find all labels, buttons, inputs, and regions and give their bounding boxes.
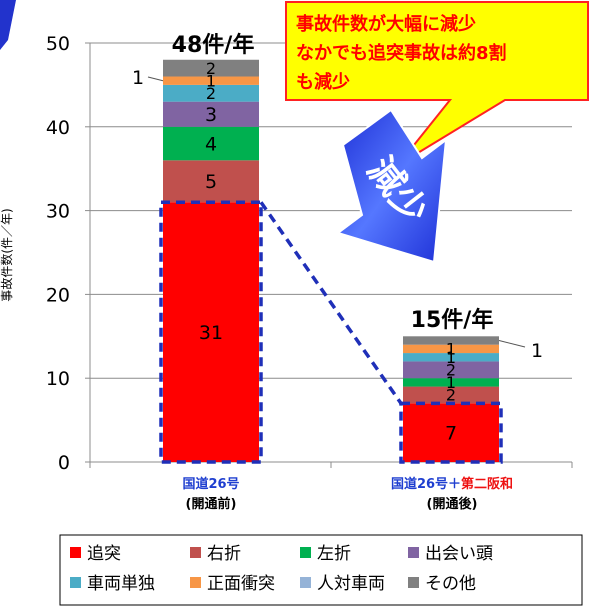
y-tick-label: 40 bbox=[46, 117, 70, 139]
y-tick-label: 20 bbox=[46, 284, 70, 306]
x-tick-sublabel: (開通後) bbox=[427, 496, 478, 512]
callout-line: 事故件数が大幅に減少 bbox=[296, 13, 476, 35]
bar-value-label: 4 bbox=[205, 133, 217, 155]
bar-segment bbox=[403, 353, 499, 362]
legend-label: 左折 bbox=[317, 544, 351, 564]
bar-value-label: 1 bbox=[446, 340, 456, 359]
total-label: 48件/年 bbox=[172, 32, 255, 58]
highlight-box bbox=[399, 401, 503, 464]
leader-label: 1 bbox=[132, 67, 144, 89]
bar-segment bbox=[163, 202, 259, 462]
legend-label: 正面衝突 bbox=[207, 574, 275, 594]
x-tick-label-part: 国道26号＋ bbox=[391, 476, 461, 492]
legend-label: 追突 bbox=[87, 544, 121, 564]
x-tick-label-part: 第二阪和 bbox=[461, 476, 513, 492]
legend-swatch bbox=[70, 577, 81, 588]
bar-value-label: 31 bbox=[199, 322, 223, 344]
bar-value-label: 1 bbox=[206, 71, 216, 90]
y-tick-label: 30 bbox=[46, 201, 70, 223]
bar-value-label: 7 bbox=[445, 423, 457, 445]
legend-swatch bbox=[408, 577, 419, 588]
y-tick-label: 10 bbox=[46, 368, 70, 390]
bar-segment bbox=[163, 59, 259, 77]
left-accent-shape bbox=[0, 0, 16, 50]
y-tick-label: 0 bbox=[58, 452, 70, 474]
bar-segment bbox=[403, 344, 499, 354]
bar-value-label: 2 bbox=[206, 59, 216, 78]
y-tick-label: 50 bbox=[46, 33, 70, 55]
legend-swatch bbox=[408, 547, 419, 558]
legend-swatch bbox=[70, 547, 81, 558]
x-axis-labels: 国道26号 (開通前) 国道26号＋第二阪和 (開通後) bbox=[182, 476, 513, 512]
leader-label: 1 bbox=[531, 340, 543, 362]
legend-swatch bbox=[300, 547, 311, 558]
legend-swatch bbox=[190, 577, 201, 588]
x-tick-sublabel: (開通前) bbox=[186, 496, 237, 512]
highlight-box bbox=[159, 200, 263, 464]
connector-line bbox=[259, 201, 403, 405]
legend-swatch bbox=[300, 577, 311, 588]
bar-value-label: 1 bbox=[446, 373, 456, 392]
x-tick-label: 国道26号 bbox=[182, 476, 239, 492]
bar-segment bbox=[163, 101, 259, 127]
legend-label: その他 bbox=[425, 574, 476, 594]
bar-segment bbox=[403, 386, 499, 404]
bar-segment bbox=[163, 76, 259, 85]
decrease-arrow: 減少 bbox=[335, 108, 448, 264]
callout-line: も減少 bbox=[296, 71, 350, 93]
bar-value-label: 2 bbox=[446, 361, 456, 380]
leader-line bbox=[147, 76, 164, 82]
leader-line bbox=[498, 340, 526, 348]
total-label: 15件/年 bbox=[411, 307, 494, 333]
bars bbox=[163, 59, 499, 462]
callout-box: 事故件数が大幅に減少 なかでも追突事故は約8割 も減少 bbox=[285, 1, 589, 166]
bar-value-label: 2 bbox=[446, 386, 456, 405]
legend-label: 右折 bbox=[207, 544, 241, 564]
bar-value-label: 2 bbox=[206, 84, 216, 103]
bar-segment bbox=[163, 84, 259, 102]
bar-segment bbox=[163, 126, 259, 161]
bar-value-label: 5 bbox=[205, 171, 217, 193]
y-axis-title: 事故件数(件／年) bbox=[0, 208, 14, 301]
bar-value-label: 1 bbox=[446, 348, 456, 367]
legend-label: 出会い頭 bbox=[425, 544, 493, 564]
callout-line: なかでも追突事故は約8割 bbox=[296, 42, 507, 64]
x-tick-label: 国道26号＋第二阪和 bbox=[391, 476, 513, 492]
legend-label: 人対車両 bbox=[317, 574, 385, 594]
bar-segment bbox=[403, 336, 499, 345]
bar-segment bbox=[403, 378, 499, 387]
bar-segment bbox=[403, 361, 499, 379]
bar-value-label: 3 bbox=[205, 104, 217, 126]
legend-swatch bbox=[190, 547, 201, 558]
bar-segment bbox=[403, 403, 499, 462]
bar-segment bbox=[163, 160, 259, 203]
x-tick-label-part: 国道26号 bbox=[182, 476, 239, 492]
legend-label: 車両単独 bbox=[87, 574, 155, 594]
